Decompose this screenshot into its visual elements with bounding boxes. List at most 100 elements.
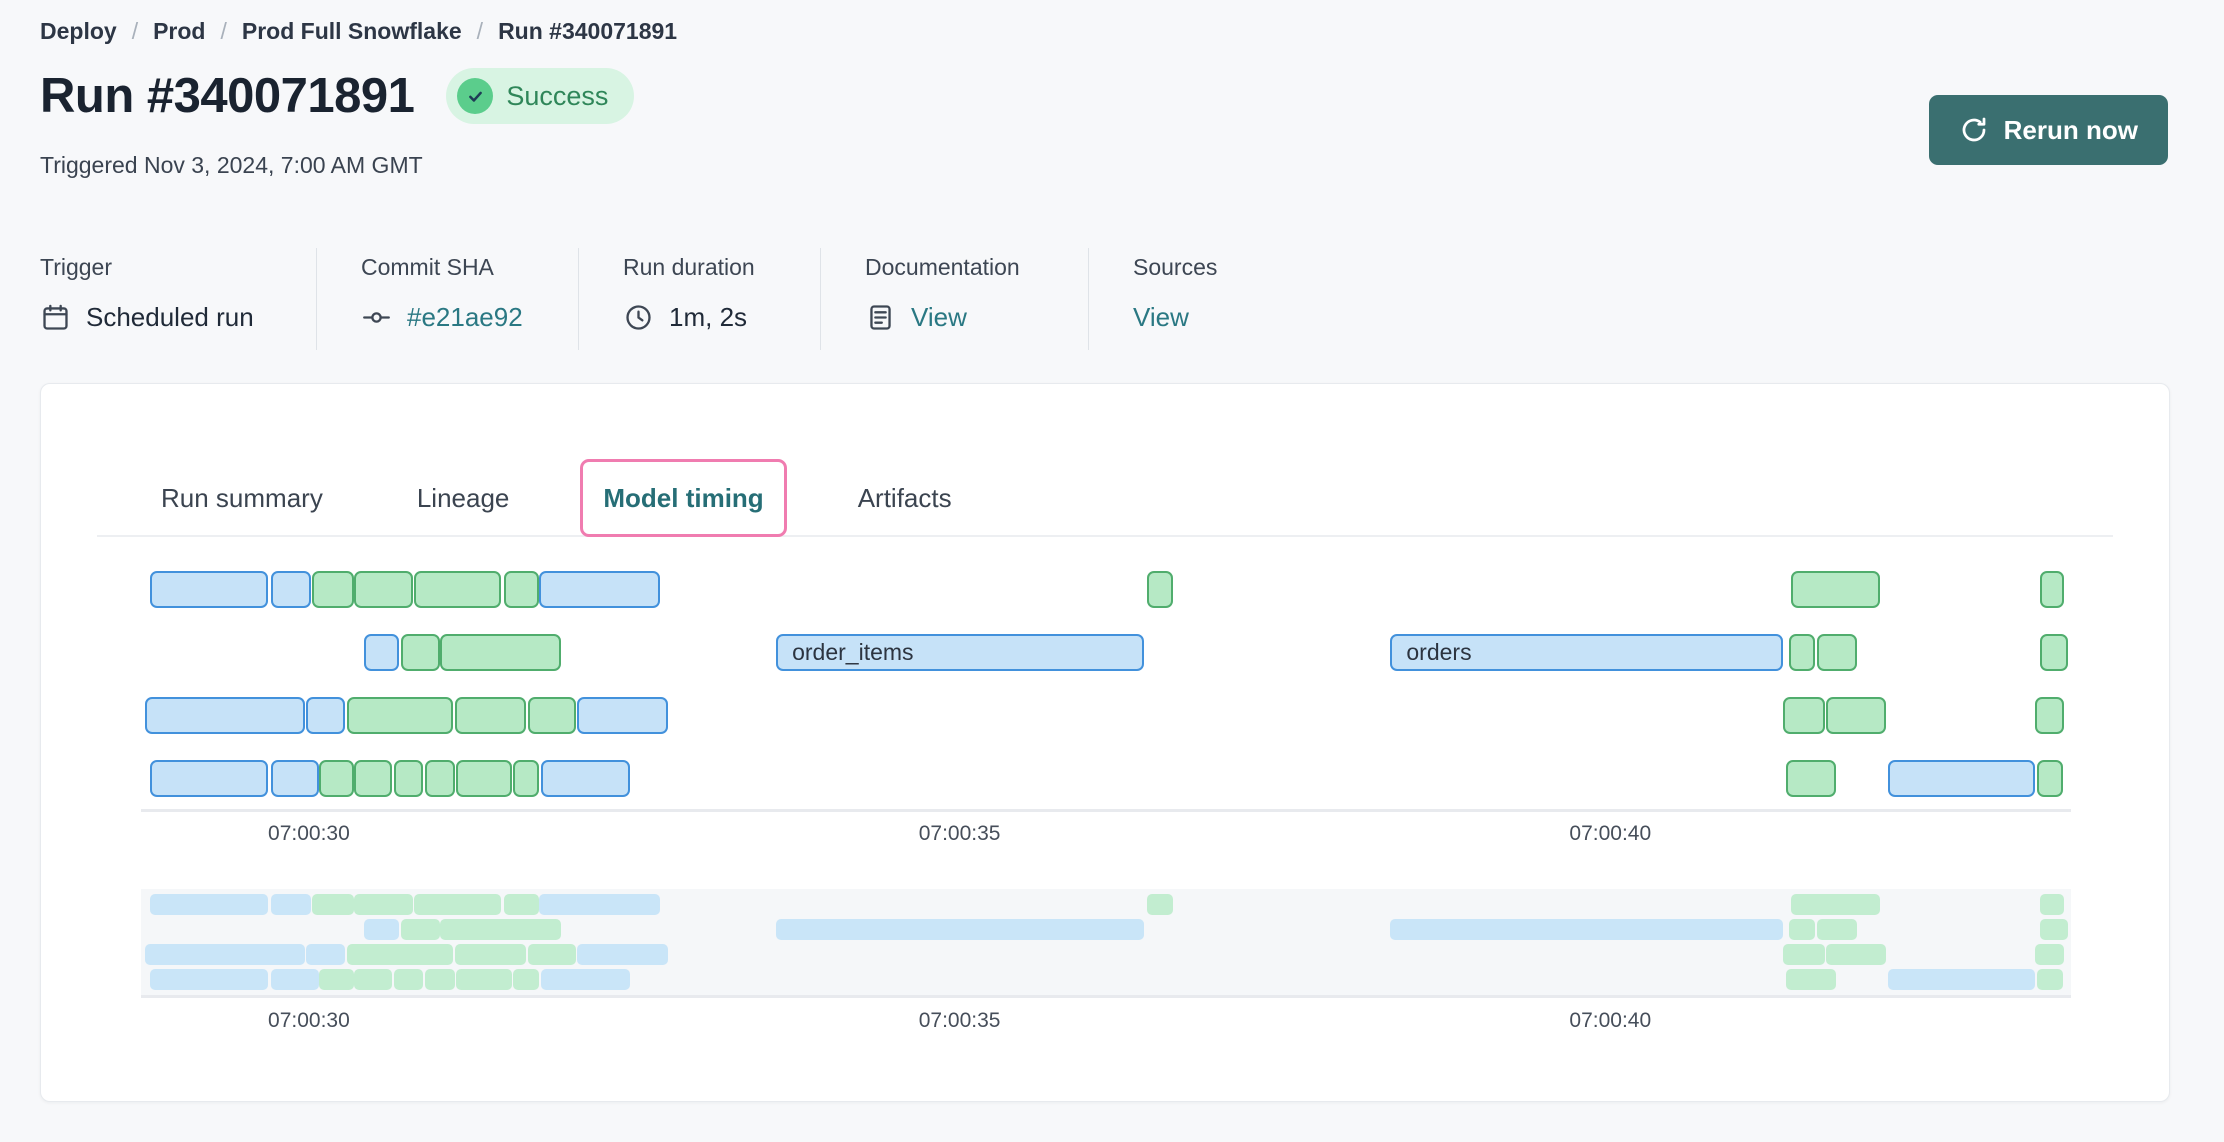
model-bar[interactable] (1817, 634, 1858, 671)
minimap-bar (150, 969, 269, 990)
model-bar[interactable] (150, 571, 269, 608)
model-bar[interactable] (1887, 760, 2035, 797)
model-bar[interactable] (577, 697, 669, 734)
minimap-bar (1147, 894, 1173, 915)
minimap-bar (354, 894, 413, 915)
model-bar[interactable] (271, 760, 320, 797)
model-bar[interactable] (393, 760, 424, 797)
meta-text-run-duration: 1m, 2s (669, 302, 748, 332)
minimap-bar (1783, 944, 1825, 965)
minimap-bar (401, 919, 441, 940)
breadcrumb-separator: / (220, 18, 227, 44)
minimap-bar (311, 894, 355, 915)
breadcrumb-item-deploy[interactable]: Deploy (40, 18, 117, 44)
meta-link-sources[interactable]: View (1133, 302, 1189, 332)
triggered-timestamp: Triggered Nov 3, 2024, 7:00 AM GMT (40, 152, 423, 178)
model-bar[interactable] (1783, 697, 1825, 734)
minimap-bar (144, 944, 305, 965)
minimap-bar (454, 944, 527, 965)
model-bar[interactable] (539, 571, 661, 608)
model-bar[interactable] (319, 760, 355, 797)
minimap-bar (513, 969, 540, 990)
tab-model-timing[interactable]: Model timing (580, 459, 787, 537)
model-bar-orders[interactable]: orders (1390, 634, 1784, 671)
meta-value-commit-sha: #e21ae92 (361, 302, 578, 333)
model-bar[interactable] (271, 571, 312, 608)
meta-value-documentation: View (865, 302, 1088, 333)
meta-col-commit-sha: Commit SHA #e21ae92 (316, 248, 578, 350)
meta-value-trigger: Scheduled run (40, 302, 316, 333)
model-bar[interactable] (1786, 760, 1836, 797)
model-bar[interactable] (454, 697, 527, 734)
run-meta-row: Trigger Scheduled run Commit SHA #e21ae92 Ru… (40, 248, 1328, 350)
tab-lineage[interactable]: Lineage (416, 482, 510, 513)
axis-tick-label: 07:00:40 (1569, 1009, 1652, 1032)
model-bar[interactable] (1826, 697, 1887, 734)
model-bar[interactable] (2037, 760, 2064, 797)
breadcrumb-item-prod-full-snowflake[interactable]: Prod Full Snowflake (241, 18, 462, 44)
model-bar[interactable] (306, 697, 346, 734)
model-bar[interactable] (144, 697, 305, 734)
breadcrumb-separator: / (476, 18, 484, 44)
minimap-bar (393, 969, 424, 990)
model-bar[interactable] (346, 697, 454, 734)
meta-link-documentation[interactable]: View (911, 302, 967, 332)
rerun-now-button[interactable]: Rerun now (1928, 95, 2168, 165)
model-bar[interactable] (440, 634, 562, 671)
model-bar[interactable] (1788, 634, 1815, 671)
minimap-bar (455, 969, 512, 990)
meta-text-trigger: Scheduled run (86, 302, 254, 332)
meta-link-commit-sha[interactable]: #e21ae92 (407, 302, 523, 332)
tab-run-summary[interactable]: Run summary (161, 482, 323, 513)
minimap-bar (1817, 919, 1858, 940)
run-detail-card: Run summary Lineage Model timing Artifacts … (40, 383, 2170, 1102)
minimap-bar (440, 919, 562, 940)
model-bar[interactable] (504, 571, 540, 608)
minimap-bar (527, 944, 576, 965)
meta-value-run-duration: 1m, 2s (623, 302, 820, 333)
model-bar[interactable] (540, 760, 631, 797)
check-circle-icon (457, 78, 494, 114)
model-bar[interactable] (401, 634, 441, 671)
minimap-bar (1887, 969, 2035, 990)
model-bar[interactable] (311, 571, 355, 608)
minimap-bar (504, 894, 540, 915)
breadcrumb-item-prod[interactable]: Prod (153, 18, 206, 44)
model-bar[interactable] (354, 571, 413, 608)
minimap-bar (306, 944, 346, 965)
model-bar[interactable] (1147, 571, 1173, 608)
model-bar[interactable] (424, 760, 455, 797)
model-bar[interactable] (455, 760, 512, 797)
model-bar[interactable] (527, 697, 576, 734)
model-bar[interactable] (354, 760, 393, 797)
meta-col-trigger: Trigger Scheduled run (40, 248, 316, 350)
meta-col-sources: Sources View (1088, 248, 1328, 350)
model-bar[interactable] (363, 634, 399, 671)
minimap-bar (150, 894, 269, 915)
model-bar[interactable] (1791, 571, 1880, 608)
document-icon (865, 302, 896, 333)
tab-artifacts[interactable]: Artifacts (857, 482, 952, 513)
meta-label: Run duration (623, 254, 755, 280)
minimap-bar (271, 894, 312, 915)
refresh-icon (1959, 115, 1989, 145)
status-badge: Success (446, 68, 635, 124)
minimap-bar (319, 969, 355, 990)
rerun-now-label: Rerun now (2003, 114, 2138, 145)
model-bar[interactable] (2039, 571, 2065, 608)
run-header: Run #340071891 Success (40, 68, 635, 124)
model-bar[interactable] (414, 571, 502, 608)
model-bar[interactable] (2039, 634, 2069, 671)
minimap-bar (540, 969, 631, 990)
model-bar[interactable] (150, 760, 269, 797)
model-bar-order-items[interactable]: order_items (776, 634, 1145, 671)
minimap-bar (2037, 969, 2064, 990)
axis-tick-label: 07:00:35 (918, 1009, 1001, 1032)
meta-label: Documentation (865, 254, 1020, 280)
meta-label: Sources (1133, 254, 1218, 280)
time-axis-line (141, 995, 2071, 998)
meta-col-documentation: Documentation View (820, 248, 1088, 350)
minimap-bar (1788, 919, 1815, 940)
model-bar[interactable] (513, 760, 540, 797)
model-bar[interactable] (2034, 697, 2065, 734)
